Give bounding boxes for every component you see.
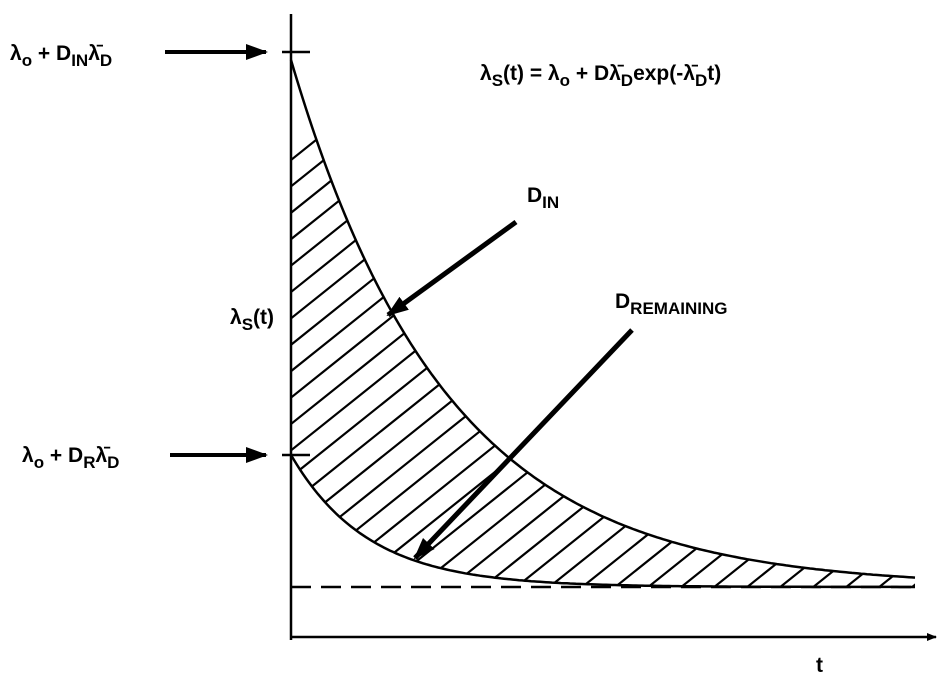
label-part: t) <box>707 62 721 85</box>
label-part: IN <box>71 51 88 70</box>
label-part: D <box>527 184 542 207</box>
hatch-line <box>911 79 915 587</box>
hatch-line <box>291 79 590 587</box>
upper-curve <box>289 59 916 579</box>
hatch-line <box>845 79 915 587</box>
label-part: o <box>34 453 44 472</box>
label-part: R <box>83 453 95 472</box>
label-part: λ <box>230 306 242 329</box>
hatch-line <box>291 79 425 587</box>
label-part: + Dλ̄ <box>570 62 625 85</box>
label: λo + DINλ̄D <box>10 42 112 70</box>
label-part: S <box>492 71 503 90</box>
hatch-line <box>614 79 915 587</box>
hatch-line <box>291 79 915 587</box>
label-part: t <box>816 654 823 677</box>
label-part: λ <box>10 42 22 65</box>
label: λo + DRλ̄D <box>22 444 119 472</box>
arrow <box>413 328 634 560</box>
label-part: D <box>615 290 630 313</box>
hatch-line <box>291 79 557 587</box>
label-part: REMAINING <box>630 299 727 318</box>
label-part: D <box>107 453 119 472</box>
hatch-line <box>291 79 821 587</box>
label-part: S <box>242 315 253 334</box>
label-part: + D <box>32 42 71 65</box>
label-part: (t) <box>253 306 274 329</box>
label: DIN <box>527 184 559 212</box>
label-part: IN <box>542 193 559 212</box>
label-part: o <box>560 71 570 90</box>
hatch-line <box>878 79 915 587</box>
label-part: + D <box>44 444 83 467</box>
hatch-line <box>812 79 915 587</box>
hatch-line <box>713 79 915 587</box>
lower-curve <box>289 454 915 589</box>
hatch-line <box>291 79 854 587</box>
hatch-line <box>291 79 722 587</box>
hatch-line <box>317 79 915 587</box>
hatch-line <box>291 79 689 587</box>
labels: λo + DINλ̄DλS(t) = λo + Dλ̄Dexp(-λ̄Dt)DI… <box>10 42 823 677</box>
hatch-line <box>291 79 524 587</box>
label: λS(t) = λo + Dλ̄Dexp(-λ̄Dt) <box>480 62 721 90</box>
label: DREMAINING <box>615 290 727 318</box>
hatch-line <box>416 79 915 587</box>
hatch-line <box>779 79 915 587</box>
label-part: D <box>100 51 112 70</box>
hatch-line <box>291 79 915 587</box>
label-part: D <box>621 71 633 90</box>
hatch-line <box>383 79 915 587</box>
hatch-line <box>291 79 788 587</box>
hatch-line <box>581 79 915 587</box>
hatch-line <box>291 79 458 587</box>
hatch-line <box>350 79 915 587</box>
label: λS(t) <box>230 306 274 334</box>
hatch-line <box>647 79 915 587</box>
hatch-line <box>482 79 915 587</box>
hatch-line <box>548 79 915 587</box>
label-part: D <box>695 71 707 90</box>
label-part: (t) = λ <box>503 62 560 85</box>
label-part: o <box>22 51 32 70</box>
hatching <box>291 79 915 587</box>
hatch-line <box>291 79 623 587</box>
label-part: λ <box>22 444 34 467</box>
hatch-line <box>746 79 915 587</box>
arrow <box>386 219 518 318</box>
label: t <box>816 654 823 677</box>
hatch-line <box>291 79 392 587</box>
label-part: exp(-λ̄ <box>633 62 699 85</box>
label-part: λ <box>480 62 492 85</box>
